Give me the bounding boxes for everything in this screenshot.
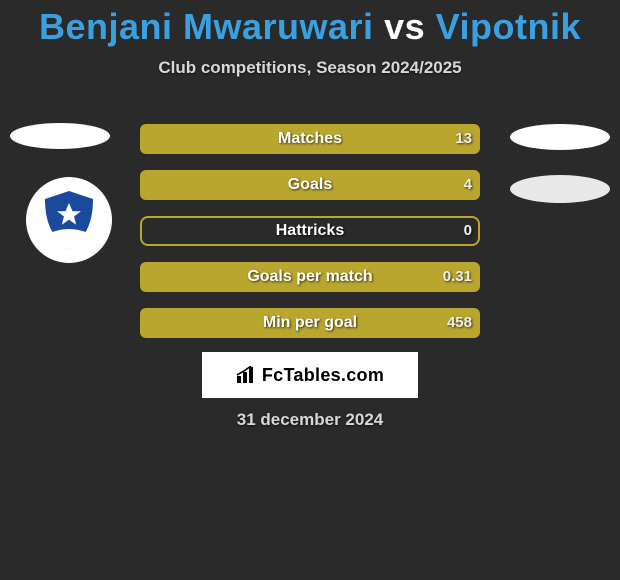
comparison-title: Benjani Mwaruwari vs Vipotnik: [0, 0, 620, 48]
stat-row: Hattricks0: [140, 216, 480, 246]
player2-name: Vipotnik: [436, 6, 581, 47]
stat-label: Goals per match: [140, 262, 480, 292]
player1-name: Benjani Mwaruwari: [39, 6, 374, 47]
shield-icon: [38, 189, 100, 251]
stat-label: Hattricks: [140, 216, 480, 246]
vs-word: vs: [384, 6, 425, 47]
player2-club-badge-placeholder: [510, 175, 610, 203]
subtitle: Club competitions, Season 2024/2025: [0, 58, 620, 78]
player1-avatar-placeholder: [10, 123, 110, 149]
player1-club-badge: [26, 177, 112, 263]
player2-avatar-placeholder: [510, 124, 610, 150]
stat-player2-value: 0: [464, 216, 472, 246]
stat-label: Matches: [140, 124, 480, 154]
stat-player2-value: 0.31: [443, 262, 472, 292]
brand-text: FcTables.com: [262, 365, 384, 386]
bar-chart-icon: [236, 366, 258, 384]
stat-label: Min per goal: [140, 308, 480, 338]
stat-row: Goals per match0.31: [140, 262, 480, 292]
stat-player2-value: 458: [447, 308, 472, 338]
stats-bars: Matches13 Goals4 Hattricks0 Goals per match…: [140, 124, 480, 354]
stat-player2-value: 4: [464, 170, 472, 200]
stat-player2-value: 13: [455, 124, 472, 154]
stat-row: Goals4: [140, 170, 480, 200]
stat-label: Goals: [140, 170, 480, 200]
stat-row: Matches13: [140, 124, 480, 154]
stat-row: Min per goal458: [140, 308, 480, 338]
brand-box[interactable]: FcTables.com: [202, 352, 418, 398]
snapshot-date: 31 december 2024: [0, 410, 620, 430]
